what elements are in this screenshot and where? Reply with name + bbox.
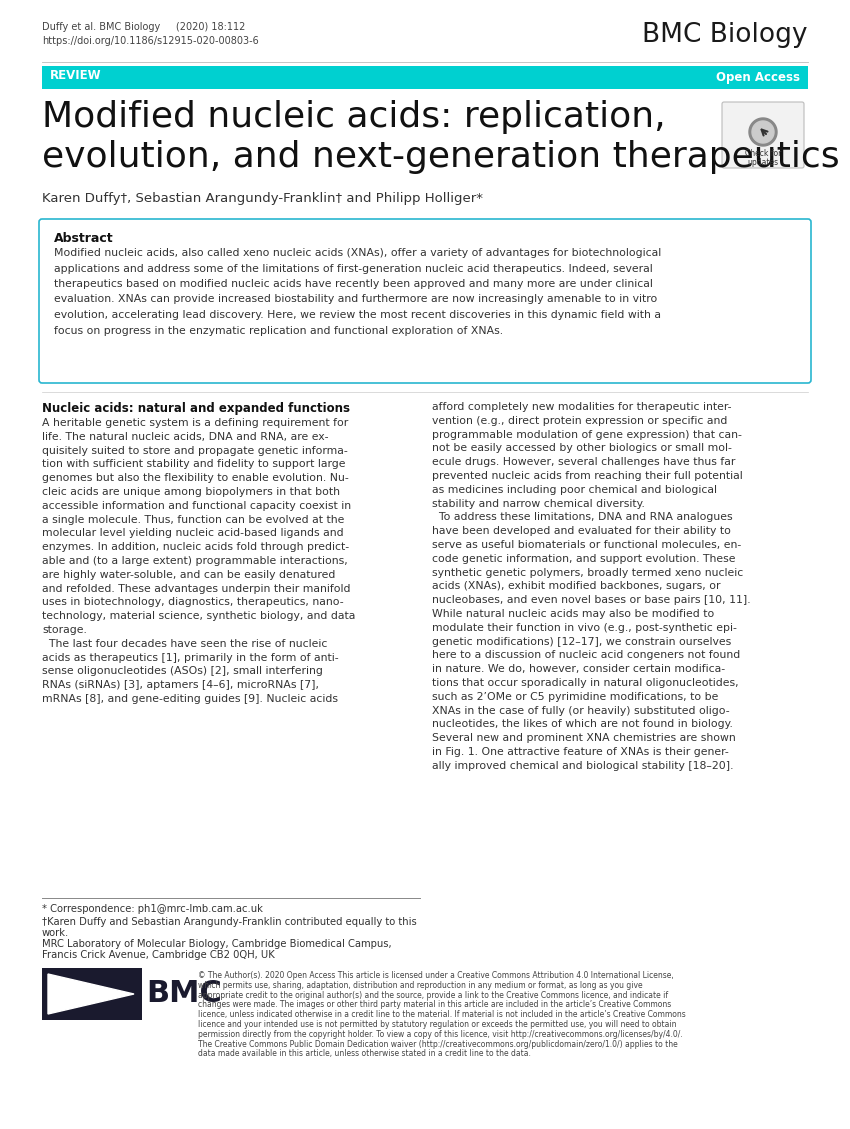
Text: therapeutics based on modified nucleic acids have recently been approved and man: therapeutics based on modified nucleic a… [54,279,653,289]
Polygon shape [749,119,777,146]
Text: life. The natural nucleic acids, DNA and RNA, are ex-: life. The natural nucleic acids, DNA and… [42,431,328,441]
Text: as medicines including poor chemical and biological: as medicines including poor chemical and… [432,484,717,495]
Text: updates: updates [747,158,779,167]
Text: licence, unless indicated otherwise in a credit line to the material. If materia: licence, unless indicated otherwise in a… [198,1010,686,1019]
Text: in nature. We do, however, consider certain modifica-: in nature. We do, however, consider cert… [432,664,725,674]
Text: vention (e.g., direct protein expression or specific and: vention (e.g., direct protein expression… [432,415,728,426]
Text: stability and narrow chemical diversity.: stability and narrow chemical diversity. [432,499,645,508]
Text: quisitely suited to store and propagate genetic informa-: quisitely suited to store and propagate … [42,446,348,456]
Text: able and (to a large extent) programmable interactions,: able and (to a large extent) programmabl… [42,555,348,566]
Text: applications and address some of the limitations of first-generation nucleic aci: applications and address some of the lim… [54,263,653,273]
Text: Nucleic acids: natural and expanded functions: Nucleic acids: natural and expanded func… [42,402,350,415]
Text: here to a discussion of nucleic acid congeners not found: here to a discussion of nucleic acid con… [432,650,740,660]
Text: Check for: Check for [745,149,781,158]
Text: †Karen Duffy and Sebastian Arangundy-Franklin contributed equally to this: †Karen Duffy and Sebastian Arangundy-Fra… [42,917,416,927]
Text: a single molecule. Thus, function can be evolved at the: a single molecule. Thus, function can be… [42,515,344,525]
Text: licence and your intended use is not permitted by statutory regulation or exceed: licence and your intended use is not per… [198,1019,677,1029]
Text: genomes but also the flexibility to enable evolution. Nu-: genomes but also the flexibility to enab… [42,473,348,483]
Text: acids (XNAs), exhibit modified backbones, sugars, or: acids (XNAs), exhibit modified backbones… [432,581,721,592]
Text: changes were made. The images or other third party material in this article are : changes were made. The images or other t… [198,1000,672,1009]
Text: MRC Laboratory of Molecular Biology, Cambridge Biomedical Campus,: MRC Laboratory of Molecular Biology, Cam… [42,939,392,949]
Text: molecular level yielding nucleic acid-based ligands and: molecular level yielding nucleic acid-ba… [42,528,343,539]
Polygon shape [752,121,774,143]
Text: Francis Crick Avenue, Cambridge CB2 0QH, UK: Francis Crick Avenue, Cambridge CB2 0QH,… [42,949,275,960]
Text: are highly water-soluble, and can be easily denatured: are highly water-soluble, and can be eas… [42,570,336,580]
Polygon shape [48,974,134,1014]
Text: The last four decades have seen the rise of nucleic: The last four decades have seen the rise… [42,639,327,649]
Text: and refolded. These advantages underpin their manifold: and refolded. These advantages underpin … [42,584,350,594]
Text: evaluation. XNAs can provide increased biostability and furthermore are now incr: evaluation. XNAs can provide increased b… [54,295,657,305]
Bar [42,65,808,89]
Text: tions that occur sporadically in natural oligonucleotides,: tions that occur sporadically in natural… [432,679,739,688]
Text: genetic modifications) [12–17], we constrain ourselves: genetic modifications) [12–17], we const… [432,637,731,647]
Text: appropriate credit to the original author(s) and the source, provide a link to t: appropriate credit to the original autho… [198,990,668,999]
Text: Abstract: Abstract [54,231,114,245]
Text: have been developed and evaluated for their ability to: have been developed and evaluated for th… [432,526,731,536]
Text: code genetic information, and support evolution. These: code genetic information, and support ev… [432,554,735,563]
Text: Modified nucleic acids, also called xeno nucleic acids (XNAs), offer a variety o: Modified nucleic acids, also called xeno… [54,248,661,259]
Bar [42,968,142,1019]
Text: ecule drugs. However, several challenges have thus far: ecule drugs. However, several challenges… [432,457,735,467]
Text: technology, material science, synthetic biology, and data: technology, material science, synthetic … [42,611,355,621]
Text: which permits use, sharing, adaptation, distribution and reproduction in any med: which permits use, sharing, adaptation, … [198,981,643,990]
Text: uses in biotechnology, diagnostics, therapeutics, nano-: uses in biotechnology, diagnostics, ther… [42,597,343,607]
Text: Modified nucleic acids: replication,: Modified nucleic acids: replication, [42,100,666,134]
Text: enzymes. In addition, nucleic acids fold through predict-: enzymes. In addition, nucleic acids fold… [42,542,349,552]
Text: Duffy et al. BMC Biology     (2020) 18:112: Duffy et al. BMC Biology (2020) 18:112 [42,21,246,32]
Text: Open Access: Open Access [716,71,800,84]
Text: BMC: BMC [146,980,222,1008]
Text: afford completely new modalities for therapeutic inter-: afford completely new modalities for the… [432,402,732,412]
Text: * Correspondence: ph1@mrc-lmb.cam.ac.uk: * Correspondence: ph1@mrc-lmb.cam.ac.uk [42,904,263,914]
Text: REVIEW: REVIEW [50,69,102,82]
Text: serve as useful biomaterials or functional molecules, en-: serve as useful biomaterials or function… [432,540,741,550]
Text: © The Author(s). 2020 Open Access This article is licensed under a Creative Comm: © The Author(s). 2020 Open Access This a… [198,971,674,980]
Text: cleic acids are unique among biopolymers in that both: cleic acids are unique among biopolymers… [42,487,340,497]
Text: To address these limitations, DNA and RNA analogues: To address these limitations, DNA and RN… [432,513,733,523]
Text: acids as therapeutics [1], primarily in the form of anti-: acids as therapeutics [1], primarily in … [42,653,338,663]
Text: RNAs (siRNAs) [3], aptamers [4–6], microRNAs [7],: RNAs (siRNAs) [3], aptamers [4–6], micro… [42,680,319,690]
FancyBboxPatch shape [722,102,804,168]
Text: programmable modulation of gene expression) that can-: programmable modulation of gene expressi… [432,430,742,439]
Text: mRNAs [8], and gene-editing guides [9]. Nucleic acids: mRNAs [8], and gene-editing guides [9]. … [42,694,338,704]
Text: XNAs in the case of fully (or heavily) substituted oligo-: XNAs in the case of fully (or heavily) s… [432,706,729,716]
Text: nucleotides, the likes of which are not found in biology.: nucleotides, the likes of which are not … [432,719,733,729]
Text: not be easily accessed by other biologics or small mol-: not be easily accessed by other biologic… [432,444,732,454]
Text: Several new and prominent XNA chemistries are shown: Several new and prominent XNA chemistrie… [432,733,736,743]
Text: A heritable genetic system is a defining requirement for: A heritable genetic system is a defining… [42,418,348,428]
Text: prevented nucleic acids from reaching their full potential: prevented nucleic acids from reaching th… [432,471,743,481]
Text: The Creative Commons Public Domain Dedication waiver (http://creativecommons.org: The Creative Commons Public Domain Dedic… [198,1040,677,1049]
FancyBboxPatch shape [39,219,811,383]
Text: accessible information and functional capacity coexist in: accessible information and functional ca… [42,501,351,510]
Text: https://doi.org/10.1186/s12915-020-00803-6: https://doi.org/10.1186/s12915-020-00803… [42,36,258,46]
Text: data made available in this article, unless otherwise stated in a credit line to: data made available in this article, unl… [198,1049,531,1058]
Text: focus on progress in the enzymatic replication and functional exploration of XNA: focus on progress in the enzymatic repli… [54,325,503,335]
Text: sense oligonucleotides (ASOs) [2], small interfering: sense oligonucleotides (ASOs) [2], small… [42,666,323,676]
Text: in Fig. 1. One attractive feature of XNAs is their gener-: in Fig. 1. One attractive feature of XNA… [432,747,728,758]
Text: such as 2’OMe or C5 pyrimidine modifications, to be: such as 2’OMe or C5 pyrimidine modificat… [432,692,718,702]
Text: permission directly from the copyright holder. To view a copy of this licence, v: permission directly from the copyright h… [198,1030,683,1039]
Text: tion with sufficient stability and fidelity to support large: tion with sufficient stability and fidel… [42,460,345,470]
Text: modulate their function in vivo (e.g., post-synthetic epi-: modulate their function in vivo (e.g., p… [432,623,737,632]
Text: Karen Duffy†, Sebastian Arangundy-Franklin† and Philipp Holliger*: Karen Duffy†, Sebastian Arangundy-Frankl… [42,192,483,205]
Text: evolution, and next-generation therapeutics: evolution, and next-generation therapeut… [42,140,840,174]
Text: work.: work. [42,928,69,938]
Text: storage.: storage. [42,625,87,634]
Text: While natural nucleic acids may also be modified to: While natural nucleic acids may also be … [432,609,714,619]
Text: evolution, accelerating lead discovery. Here, we review the most recent discover: evolution, accelerating lead discovery. … [54,310,661,320]
Text: ally improved chemical and biological stability [18–20].: ally improved chemical and biological st… [432,761,734,771]
Text: nucleobases, and even novel bases or base pairs [10, 11].: nucleobases, and even novel bases or bas… [432,595,751,605]
Text: BMC Biology: BMC Biology [643,21,808,49]
Text: synthetic genetic polymers, broadly termed xeno nucleic: synthetic genetic polymers, broadly term… [432,568,743,578]
